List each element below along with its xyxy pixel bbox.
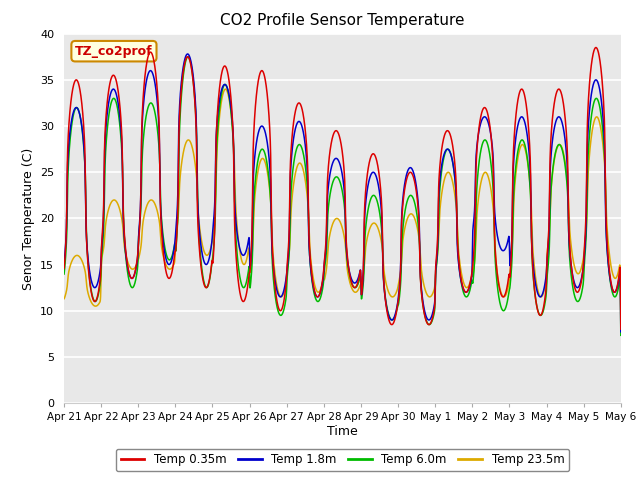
Title: CO2 Profile Sensor Temperature: CO2 Profile Sensor Temperature xyxy=(220,13,465,28)
X-axis label: Time: Time xyxy=(327,425,358,438)
Text: TZ_co2prof: TZ_co2prof xyxy=(75,45,153,58)
Y-axis label: Senor Temperature (C): Senor Temperature (C) xyxy=(22,147,35,289)
Legend: Temp 0.35m, Temp 1.8m, Temp 6.0m, Temp 23.5m: Temp 0.35m, Temp 1.8m, Temp 6.0m, Temp 2… xyxy=(116,449,569,471)
